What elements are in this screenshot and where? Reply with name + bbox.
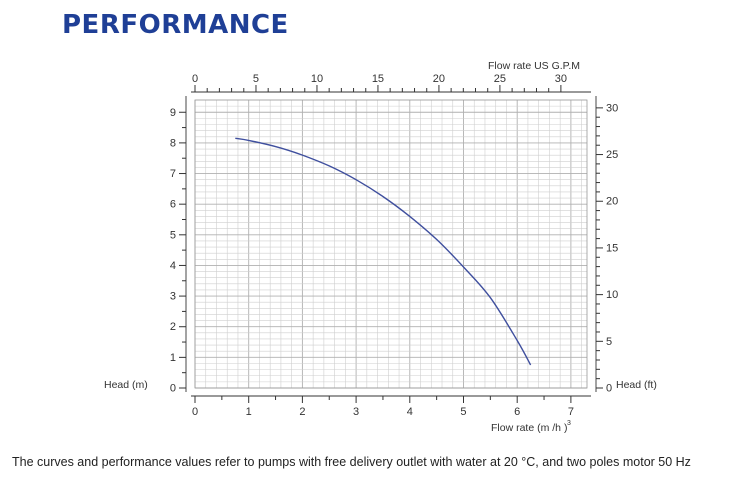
x-tick-label: 3 (353, 406, 359, 418)
y-tick-label: 8 (170, 137, 176, 149)
y2-tick-label: 15 (606, 242, 618, 254)
x2-tick-label: 30 (555, 73, 567, 85)
performance-chart: 0 1 2 3 4 5 6 7 8 9 0 5 10 15 20 25 30 0 1 2 3 4 5 6 7 0 5 10 15 20 25… (104, 60, 657, 434)
y-tick-label: 6 (170, 199, 176, 211)
y-tick-label: 3 (170, 291, 176, 303)
x-tick-label: 2 (299, 406, 305, 418)
y-tick-label: 9 (170, 107, 176, 119)
y-tick-label: 0 (170, 383, 176, 395)
chart-caption: The curves and performance values refer … (12, 455, 691, 469)
x-axis-label-unit: (m /h ) (537, 422, 567, 434)
x-tick-label: 1 (246, 406, 252, 418)
x2-tick-label: 5 (253, 73, 259, 85)
x2-axis-label: Flow rate US G.P.M (488, 60, 580, 72)
x2-tick-label: 0 (192, 73, 198, 85)
x2-tick-label: 25 (494, 73, 506, 85)
x-axis-label-superscript: 3 (567, 420, 571, 427)
x-tick-label: 4 (407, 406, 413, 418)
y2-tick-label: 20 (606, 196, 618, 208)
y2-tick-label: 30 (606, 102, 618, 114)
x2-tick-label: 15 (372, 73, 384, 85)
y2-tick-label: 10 (606, 289, 618, 301)
y-tick-label: 7 (170, 168, 176, 180)
x-axis-label: Flow rate (m /h ) (491, 422, 567, 434)
y2-tick-label: 0 (606, 383, 612, 395)
x-tick-label: 5 (460, 406, 466, 418)
x-tick-label: 0 (192, 406, 198, 418)
page-title: PERFORMANCE (62, 10, 289, 40)
grid (194, 99, 588, 389)
x-tick-label: 7 (568, 406, 574, 418)
x-axis-label-text: Flow rate (491, 422, 534, 434)
x2-tick-label: 10 (311, 73, 323, 85)
axes: 0 1 2 3 4 5 6 7 8 9 0 5 10 15 20 25 30 0 1 2 3 4 5 6 7 0 5 10 15 20 25… (170, 73, 618, 418)
y-tick-label: 1 (170, 352, 176, 364)
plot-frame (194, 99, 588, 389)
axis-labels: Flow rate US G.P.M Head (m) Head (ft) Fl… (104, 60, 657, 434)
y-tick-label: 2 (170, 321, 176, 333)
performance-curve (235, 137, 532, 366)
x-tick-label: 6 (514, 406, 520, 418)
x2-tick-label: 20 (433, 73, 445, 85)
series (235, 137, 532, 366)
y-tick-label: 4 (170, 260, 176, 272)
y-tick-label: 5 (170, 229, 176, 241)
y2-tick-label: 25 (606, 149, 618, 161)
y2-tick-label: 5 (606, 336, 612, 348)
y-axis-label: Head (m) (104, 379, 148, 391)
y2-axis-label: Head (ft) (616, 379, 657, 391)
